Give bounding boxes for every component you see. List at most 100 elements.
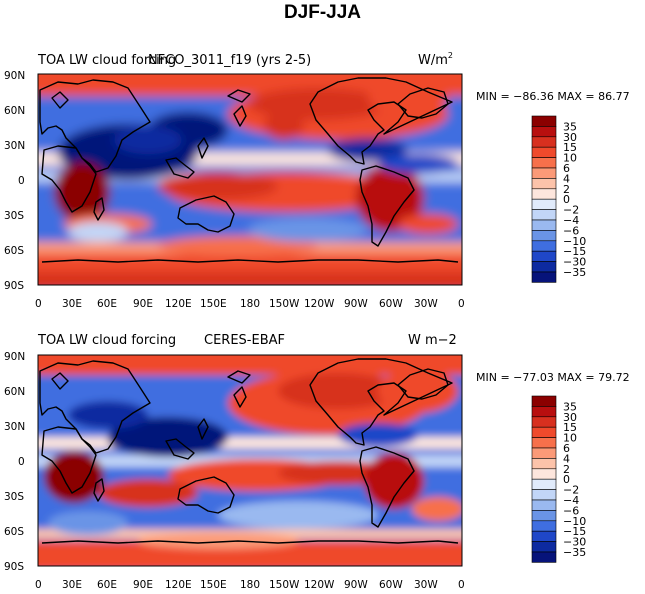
colorbar-label: 15 <box>563 141 577 154</box>
colorbar-swatch <box>531 458 557 470</box>
colorbar-swatch <box>531 178 557 190</box>
panel1-stats: MIN = −86.36 MAX = 86.77 <box>476 90 630 103</box>
colorbar-swatch <box>531 271 557 283</box>
panel2-xtick: 30E <box>62 579 82 591</box>
panel1-xtick: 90W <box>344 298 368 310</box>
panel2-stats: MIN = −77.03 MAX = 79.72 <box>476 371 630 384</box>
colorbar-swatch <box>531 478 557 490</box>
panel1-frame <box>37 73 463 286</box>
panel1-ytick: 60N <box>4 105 25 117</box>
panel1-xtick: 150W <box>269 298 300 310</box>
colorbar-swatch <box>531 240 557 252</box>
panel2-left-title: TOA LW cloud forcing <box>37 333 176 348</box>
colorbar-swatch <box>531 468 557 480</box>
panel2-frame <box>37 354 463 567</box>
colorbar-swatch <box>531 510 557 522</box>
panel2-ytick: 90S <box>4 561 24 573</box>
colorbar-label: −35 <box>563 546 586 559</box>
colorbar-label: 30 <box>563 131 577 144</box>
colorbar-label: 0 <box>563 193 570 206</box>
panel1-contour-field <box>38 74 462 285</box>
panel1-center-title: NFCO_3011_f19 (yrs 2-5) <box>148 53 311 68</box>
colorbar-swatch <box>531 395 557 407</box>
colorbar-swatch <box>531 541 557 553</box>
panel2-xtick: 90W <box>344 579 368 591</box>
panel1-xtick: 60E <box>97 298 117 310</box>
panel2-x-tick-labels: 0 30E 60E 90E 120E 150E 180 150W 120W 90… <box>35 579 465 591</box>
panel2-xtick: 0 <box>35 579 42 591</box>
panel2-ytick: 30N <box>4 421 25 433</box>
panel1-y-tick-labels: 90N 60N 30N 0 30S 60S 90S <box>4 70 25 292</box>
panel1-xtick: 0 <box>35 298 42 310</box>
colorbar-label: −4 <box>563 214 579 227</box>
colorbar-label: −10 <box>563 515 586 528</box>
colorbar-label: 10 <box>563 152 577 165</box>
panel1-ytick: 90N <box>4 70 25 82</box>
colorbar-label: −30 <box>563 536 586 549</box>
panel2-units: W m−2 <box>408 333 457 348</box>
panel1-xtick: 120W <box>304 298 335 310</box>
panel1-xtick: 30W <box>414 298 438 310</box>
colorbar-swatch <box>531 551 557 563</box>
colorbar-label: 2 <box>563 183 570 196</box>
colorbar-label: −6 <box>563 224 579 237</box>
colorbar-swatch <box>531 219 557 231</box>
panel1-xtick: 90E <box>133 298 153 310</box>
panel2-y-tick-labels: 90N 60N 30N 0 30S 60S 90S <box>4 351 25 573</box>
panel1-xtick: 120E <box>165 298 192 310</box>
panel1-xtick: 30E <box>62 298 82 310</box>
colorbar-label: −30 <box>563 256 586 269</box>
panel1-ytick: 30N <box>4 140 25 152</box>
colorbar-swatch <box>531 530 557 542</box>
colorbar-swatch <box>531 115 557 127</box>
panel2-ytick: 30S <box>4 491 24 503</box>
panel1-units: W/m2 <box>418 51 453 68</box>
colorbar-swatch <box>531 136 557 148</box>
panel1-ytick: 60S <box>4 245 24 257</box>
panel1-left-title: TOA LW cloud forcing <box>37 53 176 68</box>
panel2-xtick: 150E <box>200 579 227 591</box>
panel2-center-title: CERES-EBAF <box>204 333 285 348</box>
colorbar-swatch <box>531 209 557 221</box>
colorbar-swatch <box>531 146 557 158</box>
panel1-ytick: 0 <box>18 175 25 187</box>
panel2-xtick: 150W <box>269 579 300 591</box>
colorbar-label: 35 <box>563 400 577 413</box>
panel1-xtick: 60W <box>379 298 403 310</box>
panel2-xtick: 90E <box>133 579 153 591</box>
colorbar-label: 35 <box>563 120 577 133</box>
panel2-ytick: 60S <box>4 526 24 538</box>
panel2-xtick: 60W <box>379 579 403 591</box>
colorbar-swatch <box>531 250 557 262</box>
colorbar-swatch <box>531 198 557 210</box>
panel-observations: TOA LW cloud forcing CERES-EBAF W m−2 MI… <box>4 333 630 591</box>
colorbar-swatch <box>531 188 557 200</box>
colorbar-swatch <box>531 230 557 242</box>
colorbar-label: 4 <box>563 172 570 185</box>
panel2-ytick: 90N <box>4 351 25 363</box>
panel1-ytick: 30S <box>4 210 24 222</box>
colorbar-label: −6 <box>563 504 579 517</box>
colorbar-label: −35 <box>563 266 586 279</box>
colorbar-label: −15 <box>563 245 586 258</box>
panel1-xtick: 0 <box>458 298 465 310</box>
panel2-xtick: 120W <box>304 579 335 591</box>
colorbar-swatch <box>531 447 557 459</box>
colorbar-swatch <box>531 499 557 511</box>
colorbar-label: −10 <box>563 235 586 248</box>
colorbar-label: 10 <box>563 432 577 445</box>
colorbar-swatch <box>531 426 557 438</box>
panel1-xtick: 150E <box>200 298 227 310</box>
panel2-xtick: 180 <box>240 579 260 591</box>
panel2-ytick: 0 <box>18 456 25 468</box>
panel2-xtick: 120E <box>165 579 192 591</box>
colorbar-label: −2 <box>563 204 579 217</box>
colorbar-swatch <box>531 406 557 418</box>
colorbar-label: 2 <box>563 463 570 476</box>
colorbar-label: −15 <box>563 525 586 538</box>
panel2-xtick: 30W <box>414 579 438 591</box>
colorbar-label: 0 <box>563 473 570 486</box>
